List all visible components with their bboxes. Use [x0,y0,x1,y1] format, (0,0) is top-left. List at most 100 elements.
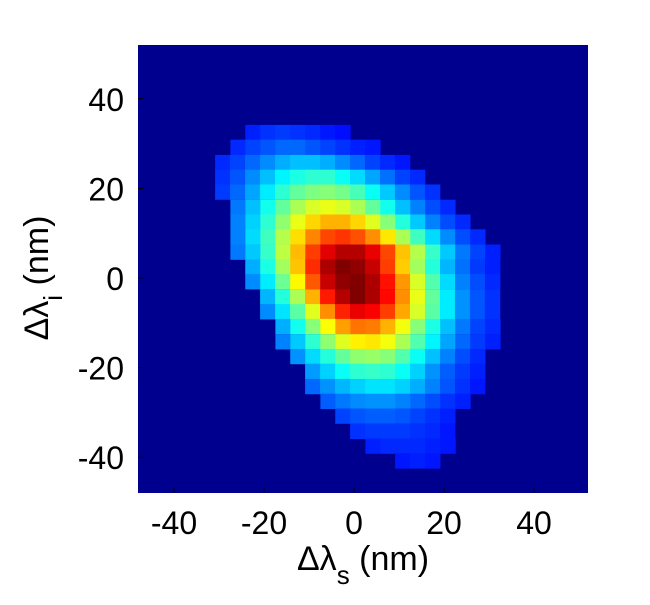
heatmap-cell [410,259,426,275]
heatmap-cell [395,393,411,410]
heatmap-cell [335,318,351,335]
heatmap-cell [320,274,336,290]
heatmap-cell [320,304,336,320]
heatmap-cell [305,363,321,379]
heatmap-cell [425,408,441,424]
heatmap-cell [260,124,276,141]
heatmap-cell [305,289,321,305]
heatmap-cell [455,348,471,365]
heatmap-cell [305,304,321,320]
heatmap-cell [424,184,441,200]
heatmap-cell [334,169,351,186]
y-tick-label: 0 [106,261,124,297]
heatmap-cell [410,348,426,365]
heatmap-cell [410,244,426,260]
heatmap-cell [365,363,381,379]
heatmap-cell [409,169,426,186]
heatmap-cell [305,124,321,141]
heatmap-cell [260,139,276,155]
x-tick-label: -20 [241,505,287,541]
heatmap-cell [334,184,351,200]
heatmap-cell [455,214,471,230]
y-axis-label: Δλi (nm) [18,216,68,341]
heatmap-cell [380,378,396,395]
heatmap-cell [350,348,366,365]
heatmap-cell [394,184,411,200]
heatmap-cell [305,348,321,365]
heatmap-cell [395,363,411,379]
heatmap-cell [245,184,261,200]
heatmap-cell [364,169,381,186]
heatmap-cell [425,244,441,260]
heatmap-cell [454,378,471,395]
heatmap-cell [454,289,471,305]
heatmap-cell [440,214,456,230]
heatmap-cell [365,408,381,424]
heatmap-cell [320,259,336,275]
heatmap-cell [410,408,426,424]
heatmap-cell [365,378,381,395]
heatmap-cell [335,393,351,410]
heatmap-cell [350,378,366,395]
x-axis-label: Δλs (nm) [297,540,429,590]
heatmap-cell [290,214,306,230]
heatmap-cell [230,244,246,260]
heatmap-cell [260,169,276,186]
heatmap-cell [380,334,396,350]
heatmap-cell [290,318,306,335]
heatmap-cell [305,199,321,216]
heatmap-cell [305,318,321,335]
heatmap-cell [380,244,396,260]
x-axis-label-subscript: s [337,560,350,590]
heatmap-cell [275,139,291,155]
heatmap-cell [379,304,396,320]
heatmap-cell [275,334,291,350]
heatmap-cell [335,259,351,275]
heatmap-cell [365,348,381,365]
heatmap-cell [260,154,276,171]
heatmap-cell [350,214,366,230]
heatmap-cell [454,304,471,320]
y-tick-label: 40 [88,82,124,118]
heatmap-cell [365,274,381,290]
heatmap-cell [455,393,471,410]
heatmap-cell [365,423,381,440]
y-axis-label-subscript: i [38,295,68,301]
heatmap-cell [275,154,291,171]
heatmap-cell [230,199,246,216]
heatmap-cell [365,289,381,305]
heatmap-cell [469,378,486,395]
heatmap-cell [484,289,501,305]
heatmap-cell [440,348,456,365]
heatmap-cell [364,184,381,200]
heatmap-cell [245,124,261,141]
heatmap-cell [380,199,396,216]
heatmap-cell [425,214,441,230]
heatmap-cell [410,453,426,469]
heatmap-cell [334,154,351,171]
heatmap-cell [439,289,456,305]
heatmap-cell [320,363,336,379]
heatmap-cell [320,229,336,245]
heatmap-cell [245,214,261,230]
heatmap-cell [425,393,441,410]
heatmap-cell [335,214,351,230]
heatmap-cell [365,393,381,410]
heatmap-cell [230,184,246,200]
heatmap-cell [275,318,291,335]
heatmap-cell [485,318,501,335]
heatmap-cell [275,184,291,200]
heatmap-cell [380,229,396,245]
heatmap-cell [394,289,411,305]
heatmap-cell [290,348,306,365]
heatmap-cell [350,274,366,290]
x-tick-label: -40 [151,505,197,541]
heatmap-cell [439,378,456,395]
heatmap-cell [469,289,486,305]
heatmap-cell [395,318,411,335]
heatmap-cell [425,259,441,275]
heatmap-cell [260,199,276,216]
heatmap-cell [484,304,501,320]
heatmap-cell [380,363,396,379]
